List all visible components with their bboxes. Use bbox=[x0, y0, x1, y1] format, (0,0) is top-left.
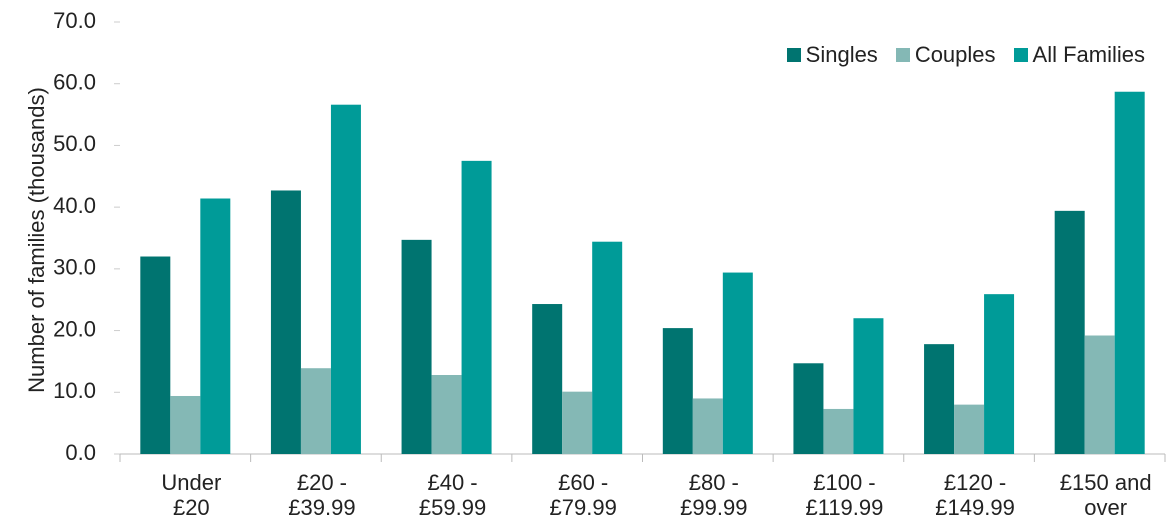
bar bbox=[170, 395, 201, 454]
bar bbox=[823, 408, 854, 454]
bar bbox=[924, 344, 955, 454]
bar bbox=[140, 256, 171, 454]
bar bbox=[562, 391, 593, 454]
bar bbox=[984, 294, 1015, 454]
bar bbox=[431, 375, 462, 454]
bar bbox=[662, 328, 693, 454]
bar bbox=[330, 104, 361, 454]
bar bbox=[853, 318, 884, 454]
y-axis-label: Number of families (thousands) bbox=[24, 87, 49, 393]
legend-swatch bbox=[786, 48, 801, 62]
bar bbox=[270, 190, 301, 455]
x-tick-label: £100 - £119.99 bbox=[805, 470, 884, 520]
bar bbox=[1114, 91, 1145, 454]
y-tick-label: 30.0 bbox=[53, 255, 96, 280]
y-tick-label: 70.0 bbox=[53, 8, 96, 33]
x-tick-label: £40 - £59.99 bbox=[418, 470, 487, 520]
y-tick-label: 60.0 bbox=[53, 70, 96, 95]
y-tick-label: 0.0 bbox=[65, 440, 96, 465]
y-tick-label: 50.0 bbox=[53, 131, 96, 156]
bar bbox=[300, 368, 331, 454]
bar bbox=[1084, 335, 1115, 454]
y-tick-label: 40.0 bbox=[53, 193, 96, 218]
legend-item: All Families bbox=[1013, 42, 1145, 68]
y-tick-label: 20.0 bbox=[53, 316, 96, 341]
bar bbox=[954, 404, 985, 454]
x-tick-label: £20 - £39.99 bbox=[288, 470, 356, 520]
bar bbox=[592, 241, 623, 454]
legend-label: All Families bbox=[1032, 42, 1145, 67]
bar bbox=[722, 272, 753, 454]
legend: Singles Couples All Families bbox=[786, 42, 1145, 68]
x-tick-label: Under £20 bbox=[161, 470, 222, 520]
bar bbox=[200, 198, 231, 454]
bar bbox=[532, 304, 563, 454]
x-tick-label: £120 - £149.99 bbox=[935, 470, 1015, 520]
legend-swatch bbox=[895, 48, 910, 62]
bar bbox=[1054, 210, 1085, 454]
bar bbox=[461, 160, 492, 454]
x-tick-label: £80 - £99.99 bbox=[680, 470, 748, 520]
legend-item: Singles bbox=[786, 42, 878, 68]
x-tick-label: £60 - £79.99 bbox=[549, 470, 617, 520]
bar bbox=[793, 363, 824, 454]
bar bbox=[692, 398, 723, 454]
legend-swatch bbox=[1013, 48, 1028, 62]
legend-label: Couples bbox=[914, 42, 996, 67]
y-tick-label: 10.0 bbox=[53, 378, 96, 403]
bar bbox=[401, 239, 432, 454]
legend-label: Singles bbox=[805, 42, 878, 67]
legend-item: Couples bbox=[895, 42, 996, 68]
x-tick-label: £150 and over bbox=[1059, 470, 1152, 520]
